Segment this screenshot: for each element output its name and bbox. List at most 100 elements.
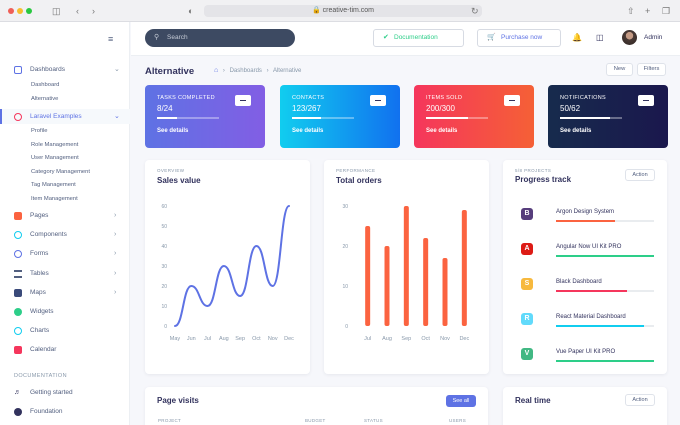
bell-icon[interactable]: 🔔: [572, 33, 582, 42]
see-all-button[interactable]: See all: [446, 395, 476, 407]
progress-fill: [556, 255, 654, 257]
sidebar-toggle-icon[interactable]: ◫: [52, 6, 61, 16]
y-tick-label: 10: [161, 304, 167, 310]
project-name: Black Dashboard: [556, 279, 602, 285]
card-title: Total orders: [336, 176, 382, 185]
sidebar-collapse-icon[interactable]: ≡: [108, 34, 114, 44]
documentation-button[interactable]: ✔ Documentation: [373, 29, 464, 47]
components-icon: [14, 231, 22, 239]
sidebar-item-charts[interactable]: Charts: [0, 324, 130, 338]
x-tick-label: May: [170, 336, 181, 342]
sidebar-item-widgets[interactable]: Widgets: [0, 305, 130, 319]
y-tick-label: 0: [345, 324, 348, 330]
chevron-right-icon: ›: [114, 270, 117, 277]
y-tick-label: 20: [161, 284, 167, 290]
x-tick-label: Sep: [401, 336, 411, 342]
card-overline: 5/8 PROJECTS: [515, 168, 552, 173]
active-indicator: [0, 109, 2, 124]
project-progress-bar: [556, 255, 654, 257]
card-overline: PERFORMANCE: [336, 168, 376, 173]
stat-progress-bar: [426, 117, 488, 119]
sidebar-subitem-role-management[interactable]: Role Management: [31, 142, 79, 148]
sidebar-item-dashboards[interactable]: Dashboards ⌄: [0, 63, 130, 77]
sidebar-item-foundation[interactable]: Foundation: [0, 405, 130, 419]
sidebar-subitem-tag-management[interactable]: Tag Management: [31, 182, 76, 188]
sidebar-item-pages[interactable]: Pages ›: [0, 209, 130, 223]
project-logo-icon: R: [521, 313, 533, 325]
sidebar-item-tables[interactable]: Tables ›: [0, 267, 130, 281]
maximize-window-button[interactable]: [26, 8, 32, 14]
action-button[interactable]: Action: [625, 169, 655, 181]
tabs-overview-icon[interactable]: ❐: [662, 6, 671, 16]
chevron-right-icon: ›: [114, 250, 117, 257]
see-details-link[interactable]: See details: [560, 128, 592, 134]
calendar-icon: [14, 346, 22, 354]
order-bar: [461, 210, 467, 326]
dashboard-icon: [14, 66, 22, 74]
stat-menu-button[interactable]: [370, 95, 386, 106]
progress-fill: [556, 325, 645, 327]
sidebar-subitem-category-management[interactable]: Category Management: [31, 169, 90, 175]
stat-menu-button[interactable]: [638, 95, 654, 106]
page-title: Alternative: [145, 66, 195, 77]
charts-icon: [14, 327, 22, 335]
chat-icon[interactable]: ◫: [596, 33, 604, 42]
reload-icon[interactable]: ↻: [471, 6, 479, 16]
search-input[interactable]: ⚲ Search: [145, 29, 295, 47]
see-details-link[interactable]: See details: [157, 128, 189, 134]
url-text: creative-tim.com: [322, 7, 374, 14]
new-tab-icon[interactable]: +: [645, 6, 651, 16]
address-bar[interactable]: 🔒 creative-tim.com: [204, 5, 482, 17]
forward-icon[interactable]: ›: [92, 6, 95, 16]
home-icon[interactable]: ⌂: [214, 67, 219, 74]
y-tick-label: 30: [342, 204, 348, 210]
back-icon[interactable]: ‹: [76, 6, 79, 16]
sidebar-subitem-dashboard[interactable]: Dashboard: [31, 82, 60, 88]
see-details-link[interactable]: See details: [292, 128, 324, 134]
column-header-project[interactable]: PROJECT: [158, 418, 182, 423]
sidebar-item-maps[interactable]: Maps ›: [0, 286, 130, 300]
project-logo-icon: S: [521, 278, 533, 290]
sidebar-subitem-item-management[interactable]: Item Management: [31, 196, 78, 202]
see-details-link[interactable]: See details: [426, 128, 458, 134]
stat-card-tasks: TASKS COMPLETED 8/24 See details: [145, 85, 265, 148]
share-icon[interactable]: ⇧: [627, 6, 635, 16]
project-progress-bar: [556, 290, 654, 292]
check-icon: ✔: [383, 34, 389, 41]
sidebar-item-getting-started[interactable]: ♬ Getting started: [14, 389, 73, 396]
sidebar-subitem-alternative[interactable]: Alternative: [31, 96, 59, 102]
minimize-window-button[interactable]: [17, 8, 23, 14]
documentation-heading: DOCUMENTATION: [14, 373, 67, 379]
card-title: Sales value: [157, 176, 201, 185]
new-button[interactable]: New: [606, 63, 633, 76]
page-visits-card: Page visits See all: [145, 387, 488, 425]
x-tick-label: Jul: [364, 336, 371, 342]
user-name[interactable]: Admin: [644, 34, 663, 41]
sidebar-item-forms[interactable]: Forms ›: [0, 247, 130, 261]
action-button[interactable]: Action: [625, 394, 655, 406]
close-window-button[interactable]: [8, 8, 14, 14]
forms-icon: [14, 250, 22, 258]
privacy-shield-icon[interactable]: ◐: [188, 6, 194, 16]
stat-value: 200/300: [426, 104, 455, 113]
x-tick-label: Nov: [268, 336, 278, 342]
widgets-icon: [14, 308, 22, 316]
filters-button[interactable]: Filters: [637, 63, 666, 76]
sidebar-item-components[interactable]: Components ›: [0, 228, 130, 242]
sidebar-item-calendar[interactable]: Calendar: [0, 343, 130, 357]
sidebar-subitem-profile[interactable]: Profile: [31, 128, 48, 134]
sidebar-item-laravel-examples[interactable]: Laravel Examples ⌄: [0, 109, 130, 124]
column-header-users[interactable]: USERS: [449, 418, 467, 423]
foundation-icon: [14, 408, 22, 416]
stat-menu-button[interactable]: [235, 95, 251, 106]
column-header-status[interactable]: STATUS: [364, 418, 383, 423]
sidebar-subitem-user-management[interactable]: User Management: [31, 155, 79, 161]
purchase-now-button[interactable]: 🛒 Purchase now: [477, 29, 561, 47]
stat-menu-button[interactable]: [504, 95, 520, 106]
breadcrumb-item-dashboards[interactable]: Dashboards: [229, 68, 262, 74]
x-tick-label: Aug: [219, 336, 229, 342]
column-header-budget[interactable]: BUDGET: [305, 418, 326, 423]
x-tick-label: Aug: [382, 336, 392, 342]
avatar[interactable]: [622, 30, 637, 45]
